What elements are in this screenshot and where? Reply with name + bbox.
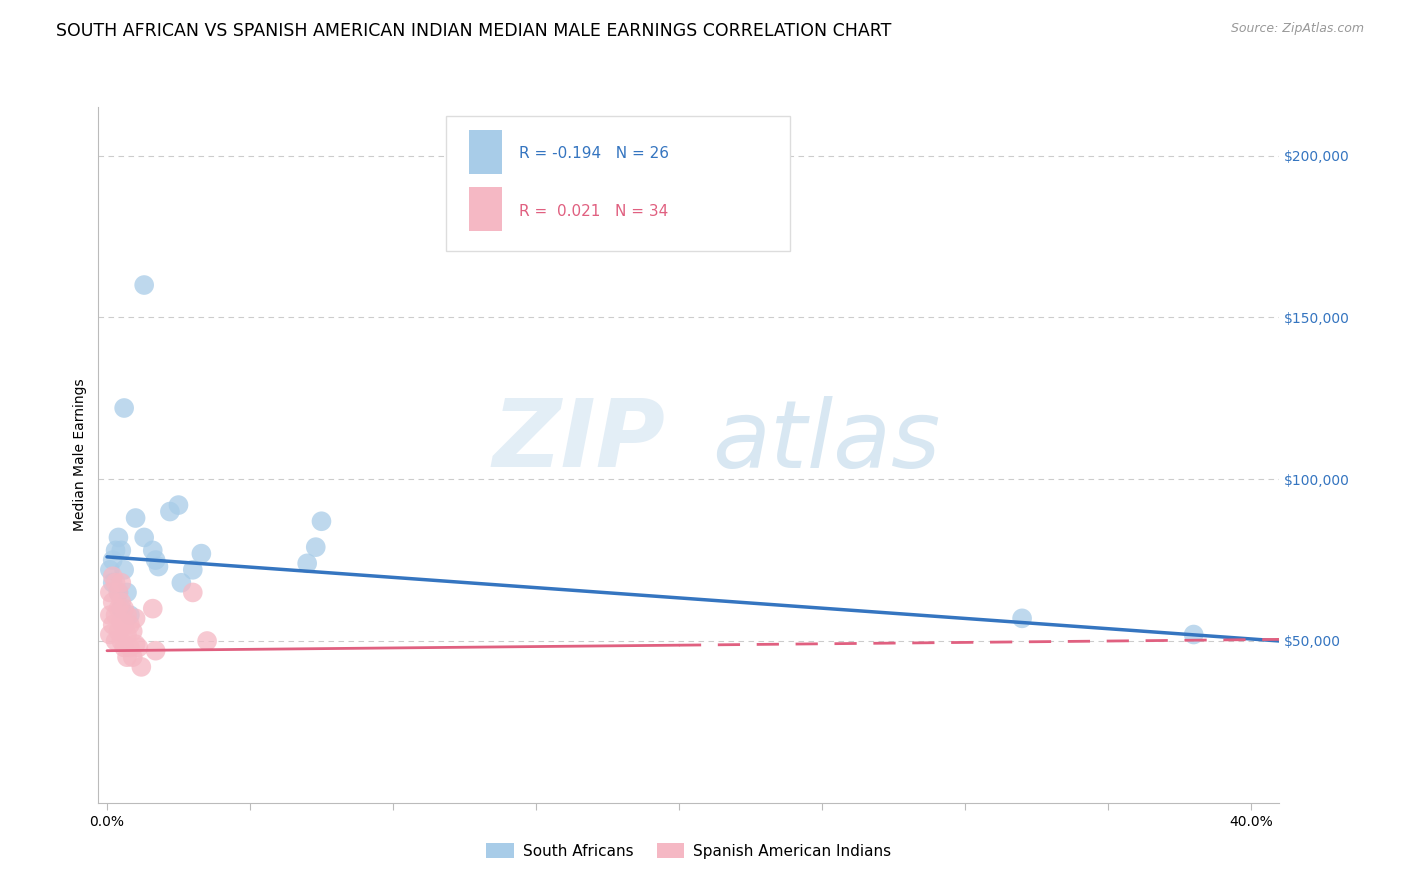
Point	[148, 559, 170, 574]
Text: R = -0.194   N = 26: R = -0.194 N = 26	[519, 146, 669, 161]
Point	[118, 640, 141, 655]
Point	[107, 601, 129, 615]
Point	[121, 624, 143, 639]
Point	[115, 585, 138, 599]
Point	[305, 540, 328, 554]
Point	[112, 617, 135, 632]
Point	[115, 608, 138, 623]
Point	[104, 543, 127, 558]
Point	[112, 640, 135, 655]
Point	[112, 563, 135, 577]
Point	[115, 627, 138, 641]
Point	[101, 569, 124, 583]
Point	[101, 595, 124, 609]
Point	[107, 585, 129, 599]
Point	[98, 585, 121, 599]
Text: SOUTH AFRICAN VS SPANISH AMERICAN INDIAN MEDIAN MALE EARNINGS CORRELATION CHART: SOUTH AFRICAN VS SPANISH AMERICAN INDIAN…	[56, 22, 891, 40]
Point	[104, 608, 127, 623]
Point	[112, 401, 135, 415]
Point	[145, 643, 167, 657]
Point	[124, 637, 146, 651]
Point	[107, 531, 129, 545]
Text: ZIP: ZIP	[492, 395, 665, 487]
Point	[190, 547, 212, 561]
Point	[121, 650, 143, 665]
Point	[104, 634, 127, 648]
Text: R =  0.021   N = 34: R = 0.021 N = 34	[519, 203, 668, 219]
Legend: South Africans, Spanish American Indians: South Africans, Spanish American Indians	[481, 837, 897, 864]
Point	[181, 585, 204, 599]
Point	[1011, 611, 1033, 625]
Point	[107, 624, 129, 639]
Point	[145, 553, 167, 567]
Point	[181, 563, 204, 577]
Point	[104, 575, 127, 590]
Point	[170, 575, 193, 590]
Point	[134, 278, 156, 293]
Point	[115, 650, 138, 665]
Point	[131, 660, 153, 674]
Text: atlas: atlas	[713, 395, 941, 486]
Point	[110, 595, 132, 609]
Point	[110, 601, 132, 615]
Point	[110, 634, 132, 648]
Point	[101, 553, 124, 567]
Point	[101, 575, 124, 590]
Point	[142, 601, 165, 615]
Point	[110, 543, 132, 558]
Point	[311, 514, 333, 528]
Point	[124, 611, 146, 625]
Point	[295, 557, 318, 571]
Point	[110, 615, 132, 629]
Point	[159, 504, 181, 518]
Point	[195, 634, 218, 648]
Point	[124, 511, 146, 525]
Point	[112, 601, 135, 615]
Point	[118, 608, 141, 623]
Point	[110, 575, 132, 590]
Point	[98, 627, 121, 641]
Point	[118, 617, 141, 632]
Point	[98, 563, 121, 577]
Point	[98, 608, 121, 623]
Y-axis label: Median Male Earnings: Median Male Earnings	[73, 378, 87, 532]
Point	[107, 585, 129, 599]
Point	[134, 531, 156, 545]
Point	[1182, 627, 1205, 641]
Point	[101, 617, 124, 632]
Point	[167, 498, 190, 512]
Text: Source: ZipAtlas.com: Source: ZipAtlas.com	[1230, 22, 1364, 36]
Point	[142, 543, 165, 558]
Point	[127, 640, 149, 655]
